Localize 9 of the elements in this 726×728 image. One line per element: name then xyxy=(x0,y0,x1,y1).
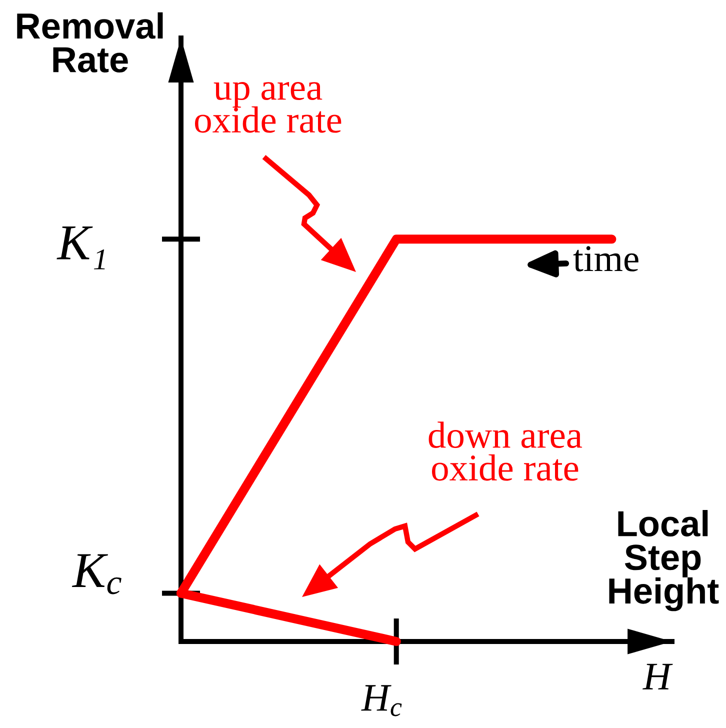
x-axis-title: Local Step Height xyxy=(609,510,719,612)
y-axis-title: Removal Rate xyxy=(17,12,163,73)
text: up area oxide rate xyxy=(194,82,342,133)
text: H xyxy=(642,664,673,690)
annotation: H$_{c}$ xyxy=(361,685,402,716)
text: K₁ xyxy=(56,226,105,270)
text: K$_{c}$ xyxy=(72,554,122,594)
annotation: down area oxide rate xyxy=(428,422,582,481)
annotation: time xyxy=(573,246,638,272)
